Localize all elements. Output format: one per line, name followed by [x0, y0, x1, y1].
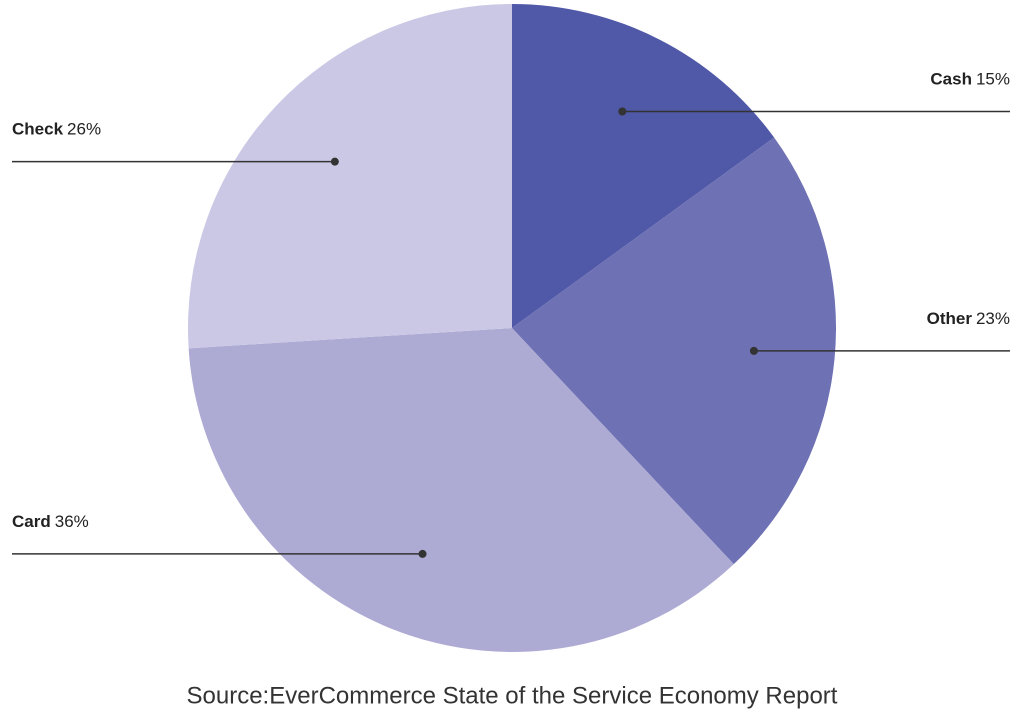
value-label: 15% — [976, 70, 1010, 89]
leader-dot — [749, 346, 758, 355]
category-name: Cash — [930, 70, 972, 89]
value-label: 36% — [55, 512, 89, 531]
value-label: 26% — [67, 120, 101, 139]
slice-label: Cash 15% — [930, 70, 1010, 89]
pie-slice — [188, 4, 512, 349]
category-name: Other — [927, 309, 973, 328]
value-label: 23% — [976, 309, 1010, 328]
slice-label: Other 23% — [927, 309, 1010, 328]
pie-slice — [512, 137, 836, 565]
pie-slice — [512, 4, 775, 328]
category-name: Check — [12, 120, 64, 139]
category-name: Card — [12, 512, 51, 531]
leader-dot — [418, 549, 427, 558]
leader-dot — [618, 107, 627, 116]
pie-slice — [188, 328, 734, 653]
source: Source:EverCommerce State of the Service… — [187, 682, 838, 709]
slice-label: Check 26% — [12, 120, 101, 139]
slice-label: Card 36% — [12, 512, 89, 531]
leader-dot — [330, 157, 339, 166]
